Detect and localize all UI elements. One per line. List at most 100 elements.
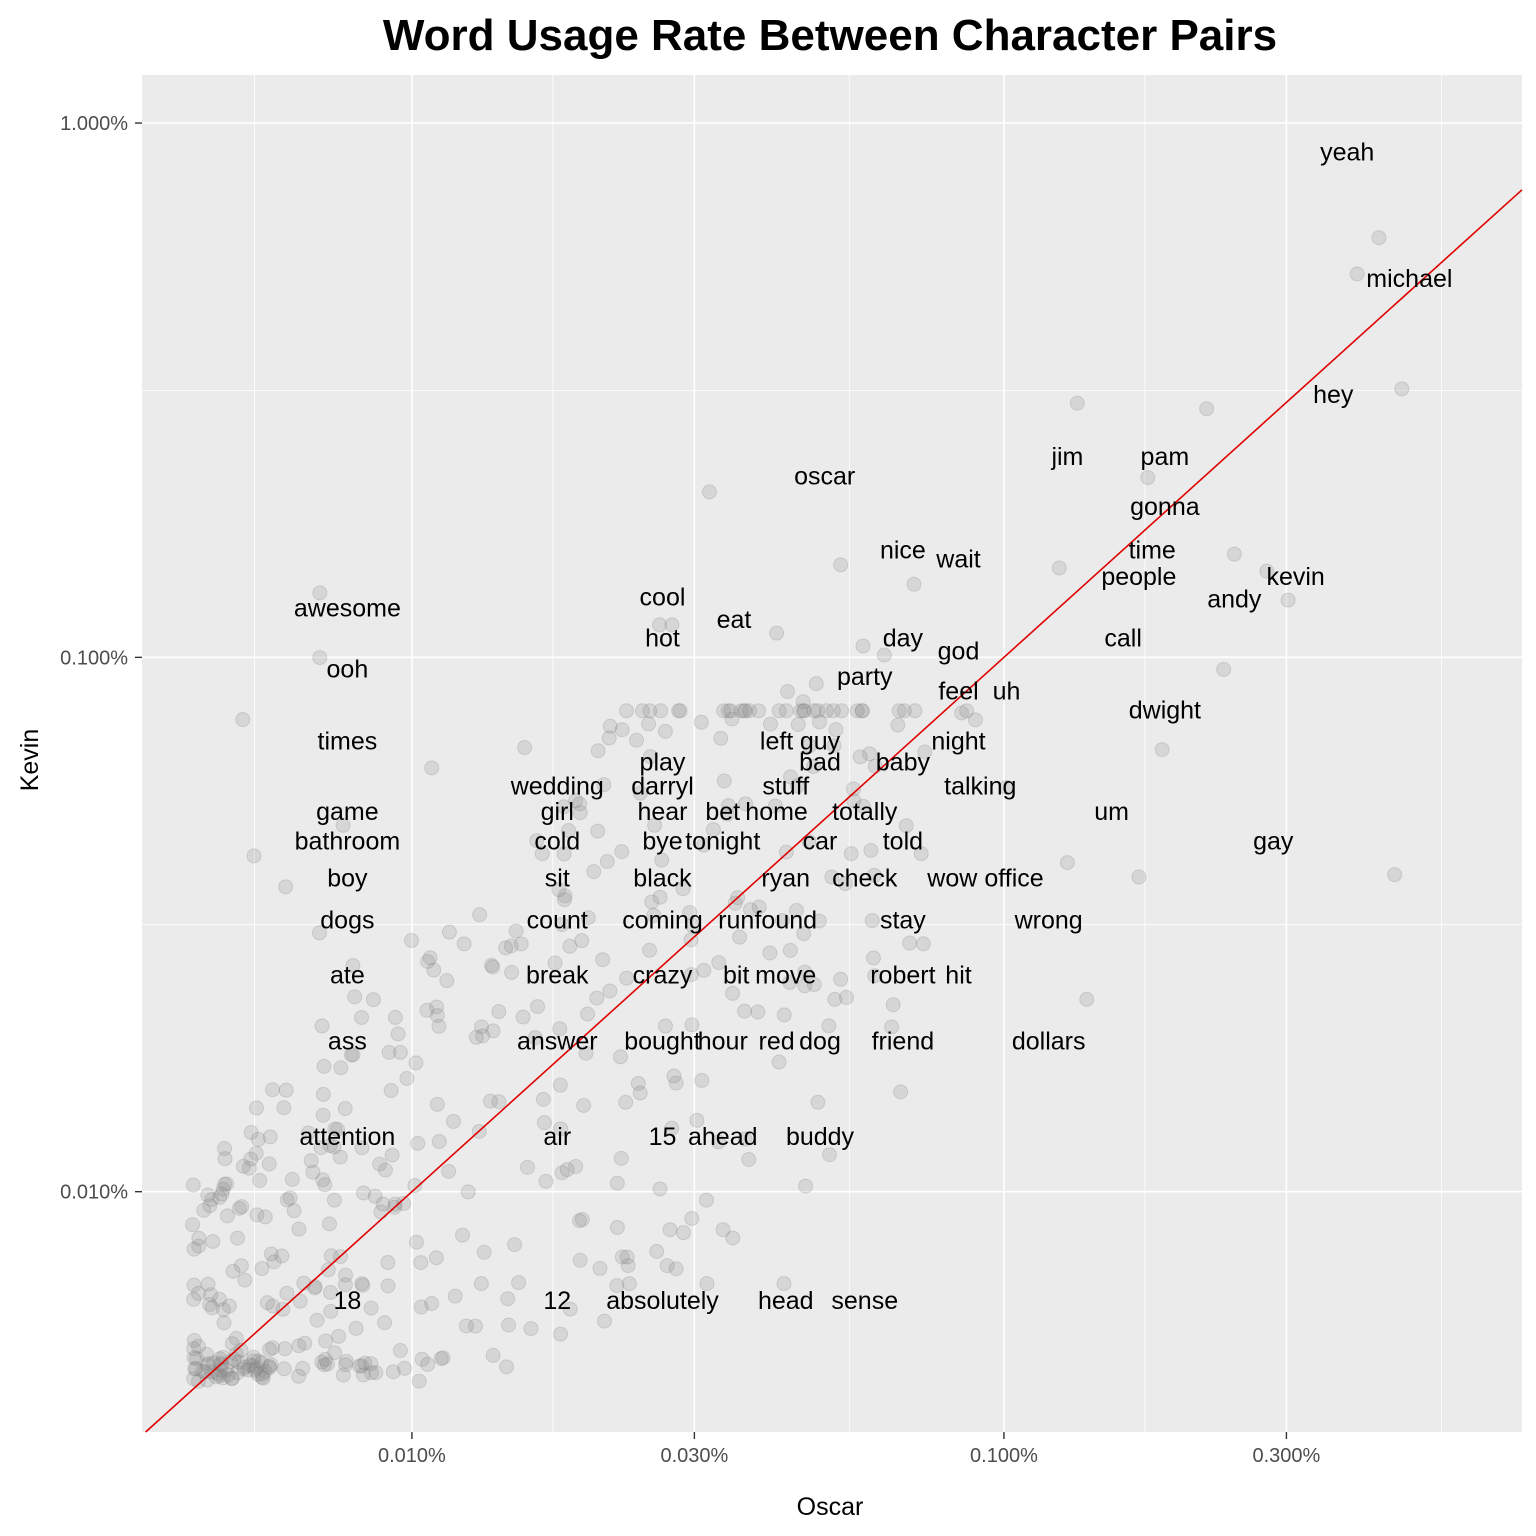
background-point: [297, 1335, 313, 1351]
panel-background: [142, 75, 1522, 1432]
background-point: [291, 1368, 307, 1384]
background-point: [381, 1044, 397, 1060]
background-point: [248, 1100, 264, 1116]
background-point: [203, 1287, 219, 1303]
background-point: [507, 1237, 523, 1253]
background-point: [855, 798, 871, 814]
background-point: [282, 1190, 298, 1206]
background-point: [572, 1213, 588, 1229]
background-point: [771, 703, 787, 719]
background-point: [684, 1210, 700, 1226]
background-point: [186, 1291, 202, 1307]
word-point: [780, 684, 796, 700]
background-point: [825, 703, 841, 719]
word-label: times: [318, 727, 378, 755]
background-point: [284, 1171, 300, 1187]
background-point: [230, 1230, 246, 1246]
background-point: [865, 950, 881, 966]
word-point: [572, 796, 588, 812]
background-point: [413, 1255, 429, 1271]
background-point: [411, 1373, 427, 1389]
background-point: [319, 1356, 335, 1372]
background-point: [788, 902, 804, 918]
word-point: [959, 703, 975, 719]
background-point: [368, 1365, 384, 1381]
background-point: [309, 1312, 325, 1328]
background-point: [218, 1362, 234, 1378]
background-point: [652, 889, 668, 905]
background-point: [365, 992, 381, 1008]
background-point: [613, 1150, 629, 1166]
background-point: [483, 957, 499, 973]
background-point: [338, 1353, 354, 1369]
word-label: jim: [1050, 443, 1083, 471]
background-point: [338, 1357, 354, 1373]
word-point: [590, 823, 606, 839]
background-point: [357, 1355, 373, 1371]
background-point: [420, 953, 436, 969]
word-point: [917, 744, 933, 760]
background-point: [321, 1216, 337, 1232]
background-point: [801, 738, 817, 754]
background-point: [246, 1353, 262, 1369]
background-point: [335, 1367, 351, 1383]
word-point: [580, 1006, 596, 1022]
background-point: [659, 1258, 675, 1274]
background-point: [313, 1140, 329, 1156]
background-point: [199, 1372, 215, 1388]
word-label: play: [640, 748, 686, 776]
background-point: [602, 718, 618, 734]
background-point: [250, 1131, 266, 1147]
word-point: [705, 822, 721, 838]
background-point: [399, 1070, 415, 1086]
background-point: [248, 1145, 264, 1161]
word-point: [1394, 381, 1410, 397]
background-point: [473, 1019, 489, 1035]
background-point: [237, 1272, 253, 1288]
word-point: [999, 779, 1015, 795]
word-label: bad: [799, 748, 841, 776]
background-point: [843, 846, 859, 862]
background-point: [556, 846, 572, 862]
background-point: [422, 950, 438, 966]
background-point: [500, 1291, 516, 1307]
word-point: [866, 867, 882, 883]
background-point: [557, 888, 573, 904]
background-point: [742, 703, 758, 719]
word-point: [643, 749, 659, 765]
background-point: [217, 1176, 233, 1192]
word-label: 15: [649, 1123, 677, 1151]
background-point: [513, 936, 529, 952]
background-point: [641, 716, 657, 732]
word-label: boy: [327, 865, 368, 893]
background-point: [811, 913, 827, 929]
background-point: [291, 1221, 307, 1237]
background-point: [266, 1254, 282, 1270]
background-point: [190, 1373, 206, 1389]
background-point: [568, 793, 584, 809]
background-point: [242, 1357, 258, 1373]
word-point: [675, 881, 691, 897]
background-point: [907, 703, 923, 719]
background-point: [315, 1172, 331, 1188]
background-point: [634, 703, 650, 719]
reference-line: [145, 189, 1523, 1433]
background-point: [562, 938, 578, 954]
background-point: [447, 1288, 463, 1304]
background-point: [408, 1055, 424, 1071]
background-point: [595, 952, 611, 968]
background-point: [837, 876, 853, 892]
word-label: stay: [880, 907, 926, 935]
word-point: [824, 869, 840, 885]
background-point: [572, 805, 588, 821]
background-point: [733, 703, 749, 719]
word-label: robert: [870, 961, 935, 989]
background-point: [618, 703, 634, 719]
background-point: [286, 1203, 302, 1219]
background-point: [413, 1299, 429, 1315]
background-point: [854, 703, 870, 719]
x-tick-label: 0.030%: [660, 1445, 728, 1467]
background-point: [431, 1018, 447, 1034]
word-point: [902, 935, 918, 951]
gridlines: [142, 75, 1522, 1460]
